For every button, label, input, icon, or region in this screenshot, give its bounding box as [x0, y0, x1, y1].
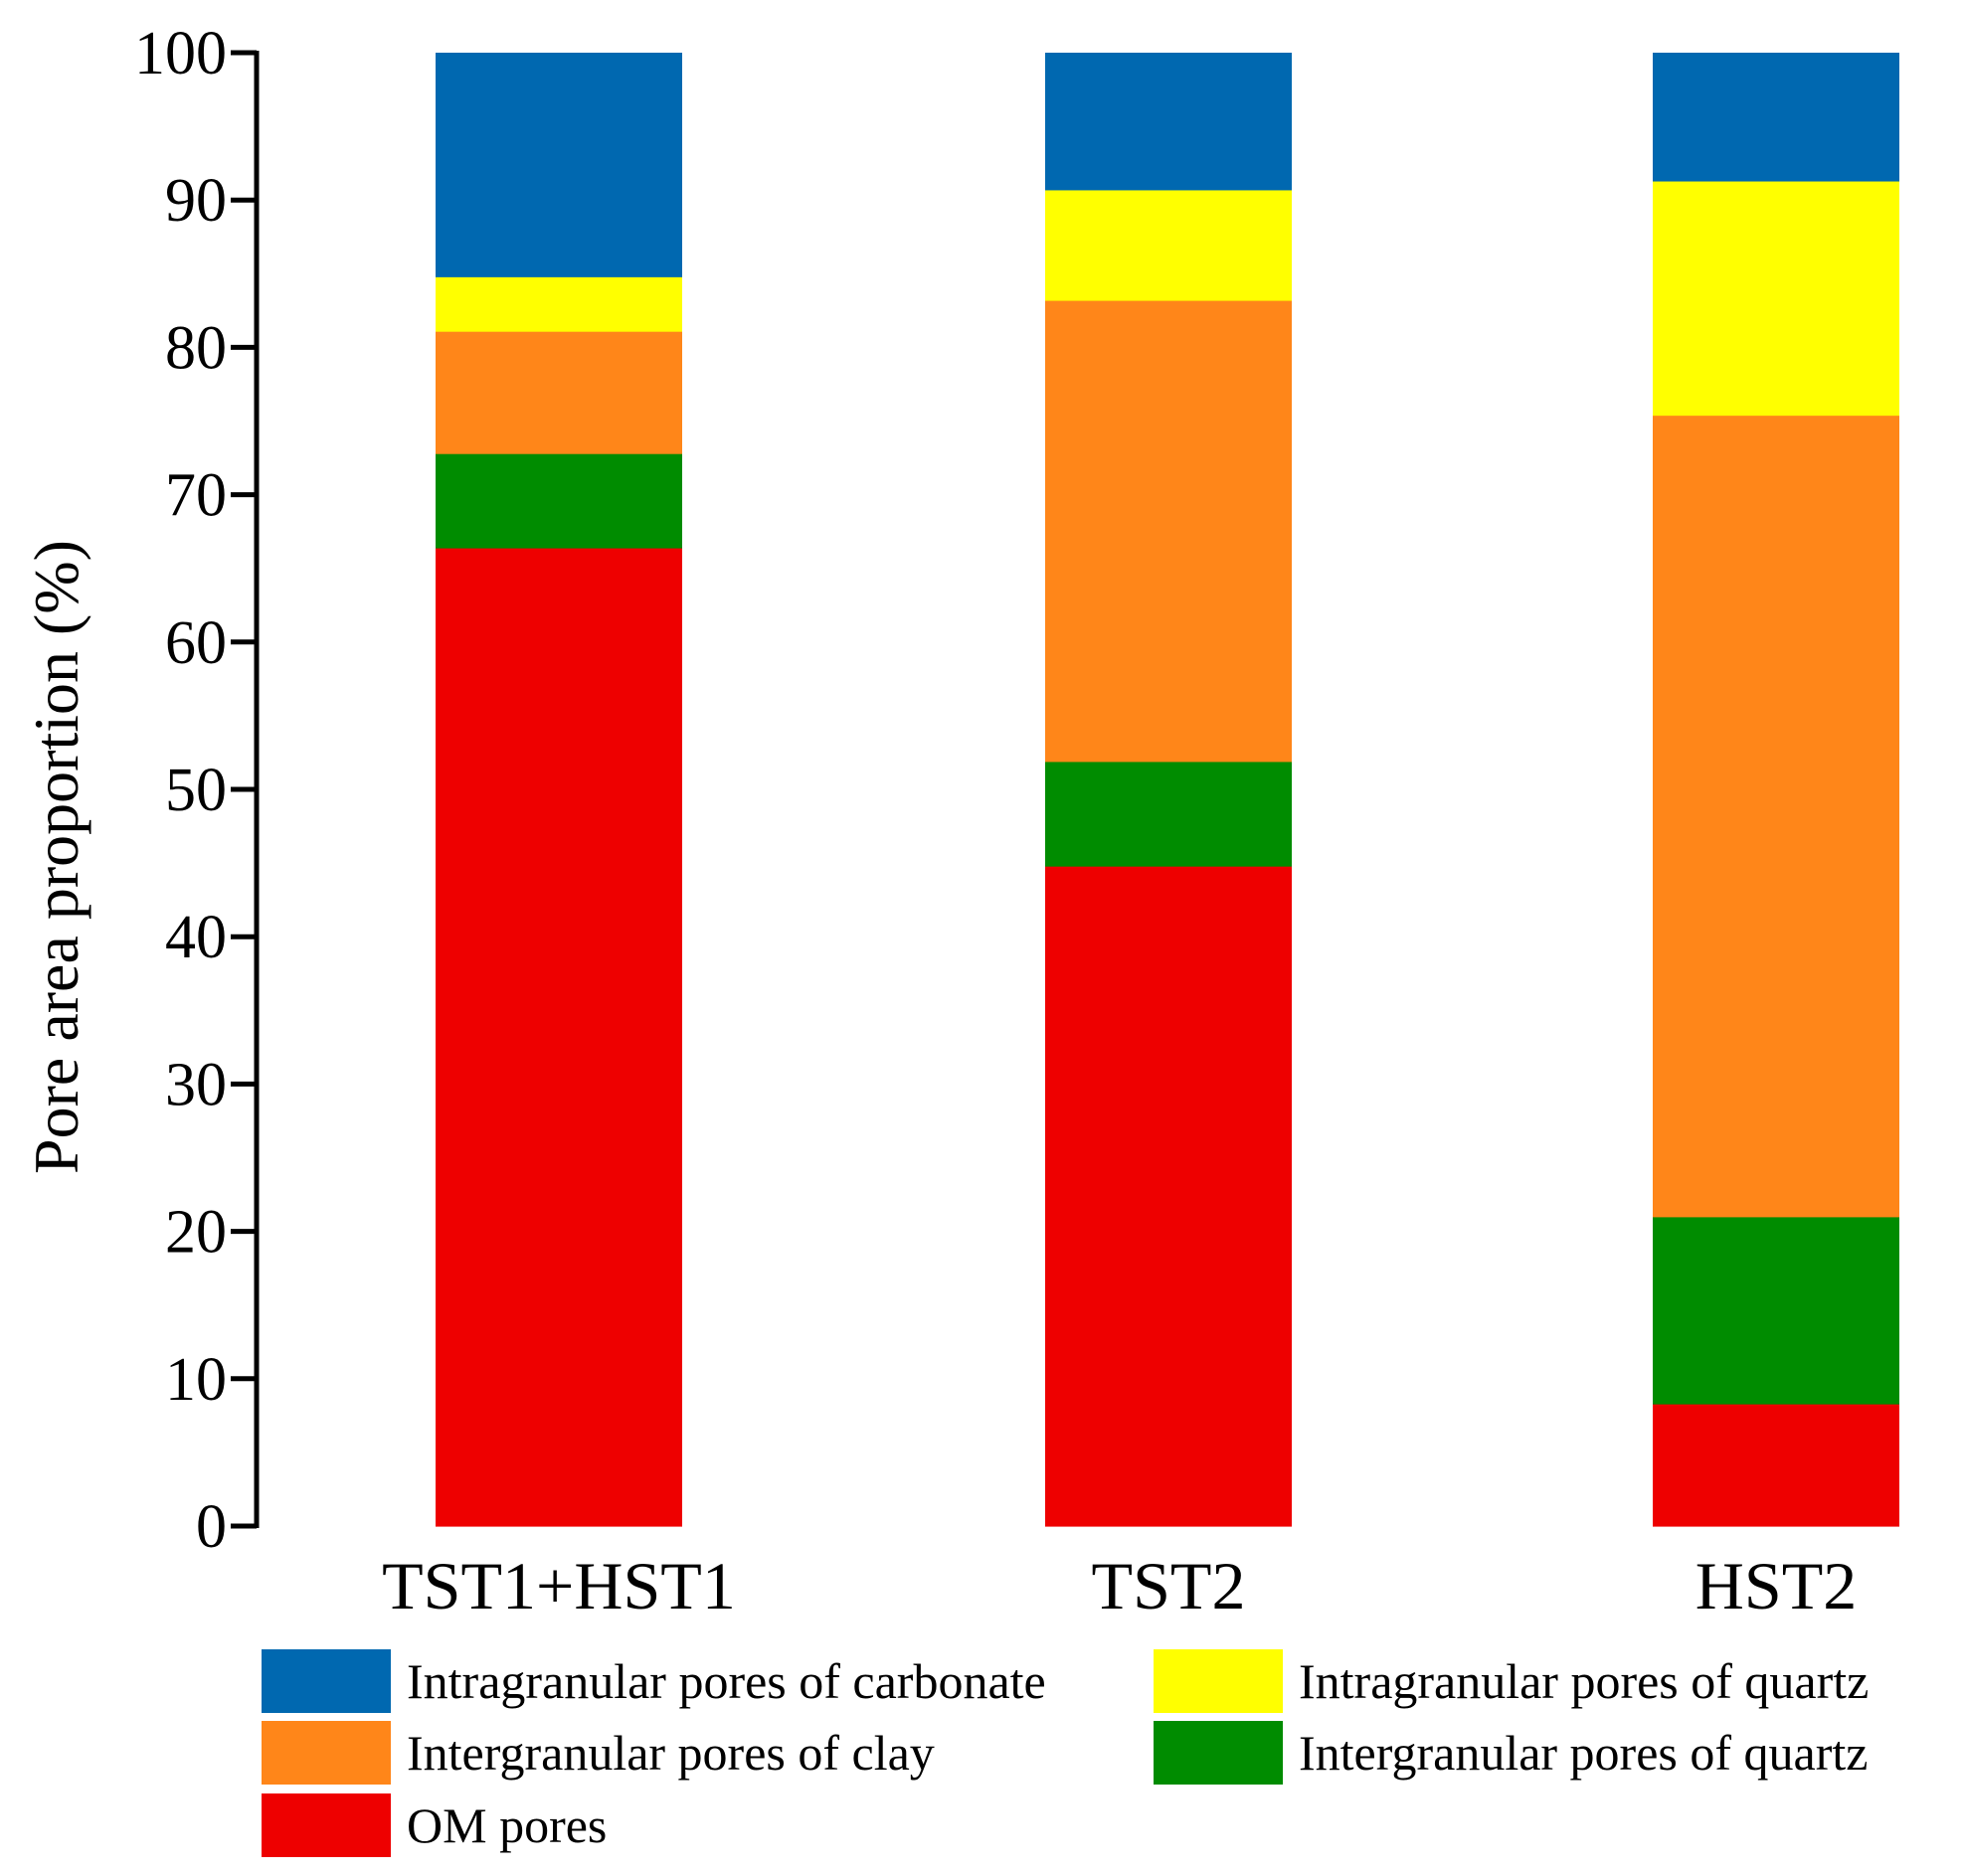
x-category-label: TST1+HST1	[382, 1548, 736, 1623]
y-axis-title: Pore area proportion (%)	[21, 540, 91, 1174]
bar-segment-tst1-hst1-intragranular-pores-of-carbonate	[436, 53, 682, 277]
y-tick-label: 10	[165, 1346, 227, 1414]
legend-label-intergranular-pores-of-quartz: Intergranular pores of quartz	[1299, 1725, 1868, 1781]
y-tick-label: 70	[165, 462, 227, 530]
axes-layer: 0 10 20 30 40 50 60 70 80 90 100 TST1+HST1 TST2 HST2	[134, 20, 1857, 1623]
y-tick-label: 100	[134, 20, 227, 87]
y-tick-label: 90	[165, 167, 227, 235]
bars-layer	[436, 53, 1899, 1527]
legend-swatch-om-pores	[262, 1793, 391, 1857]
bar-segment-hst2-intragranular-pores-of-quartz	[1653, 180, 1899, 417]
bar-segment-hst2-om-pores	[1653, 1403, 1899, 1527]
y-tick-label: 30	[165, 1051, 227, 1118]
bar-segment-tst1-hst1-intergranular-pores-of-clay	[436, 331, 682, 454]
bar-segment-tst1-hst1-intragranular-pores-of-quartz	[436, 276, 682, 332]
x-category-label: HST2	[1695, 1548, 1857, 1623]
y-tick-label: 0	[196, 1493, 227, 1561]
bar-segment-tst2-intergranular-pores-of-clay	[1045, 299, 1292, 763]
legend: Intragranular pores of carbonate Intragra…	[262, 1649, 1869, 1857]
bar-segment-tst1-hst1-intergranular-pores-of-quartz	[436, 453, 682, 549]
y-tick-label: 20	[165, 1199, 227, 1267]
bar-segment-hst2-intergranular-pores-of-clay	[1653, 415, 1899, 1218]
legend-label-intergranular-pores-of-clay: Intergranular pores of clay	[407, 1725, 935, 1781]
bar-segment-tst2-intergranular-pores-of-quartz	[1045, 761, 1292, 867]
bar-segment-tst2-intragranular-pores-of-carbonate	[1045, 53, 1292, 191]
legend-swatch-intragranular-pores-of-quartz	[1154, 1649, 1283, 1713]
legend-label-om-pores: OM pores	[407, 1797, 607, 1853]
legend-swatch-intergranular-pores-of-quartz	[1154, 1721, 1283, 1785]
bar-segment-tst1-hst1-om-pores	[436, 547, 682, 1527]
x-category-label: TST2	[1092, 1548, 1246, 1623]
legend-label-intragranular-pores-of-quartz: Intragranular pores of quartz	[1299, 1653, 1869, 1709]
bar-segment-tst2-om-pores	[1045, 866, 1292, 1527]
legend-swatch-intergranular-pores-of-clay	[262, 1721, 391, 1785]
legend-swatch-intragranular-pores-of-carbonate	[262, 1649, 391, 1713]
bar-segment-hst2-intragranular-pores-of-carbonate	[1653, 53, 1899, 182]
y-tick-label: 40	[165, 904, 227, 971]
y-tick-label: 60	[165, 609, 227, 677]
legend-label-intragranular-pores-of-carbonate: Intragranular pores of carbonate	[407, 1653, 1046, 1709]
y-tick-label: 50	[165, 757, 227, 824]
bar-segment-hst2-intergranular-pores-of-quartz	[1653, 1216, 1899, 1405]
bar-segment-tst2-intragranular-pores-of-quartz	[1045, 189, 1292, 301]
y-tick-label: 80	[165, 314, 227, 382]
